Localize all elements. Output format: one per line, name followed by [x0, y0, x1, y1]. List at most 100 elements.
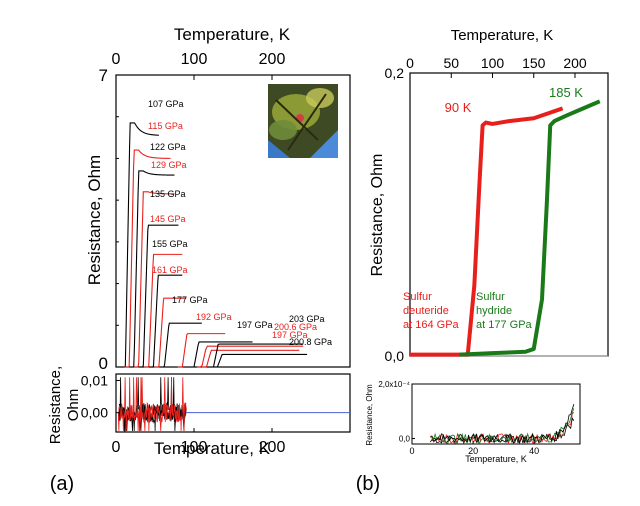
- a-pressure-label: 203 GPa: [289, 314, 325, 324]
- panel-b-main-chart: Temperature, K 0 50 100 150 200 0,0 0,2 Resis…: [369, 27, 609, 364]
- a-curve-129-GPa: [133, 191, 175, 368]
- panel-b-curves: [410, 99, 601, 357]
- a-noise-trace: [117, 377, 187, 432]
- panel-a-noise-ylabel-2: Ohm: [65, 389, 82, 422]
- a-curve-161-GPa: [154, 297, 187, 368]
- b-top-tick-label: 200: [563, 55, 587, 71]
- panel-a-y-ticks: 07: [99, 66, 121, 373]
- a-pressure-label: 115 GPa: [148, 121, 183, 131]
- a-pressure-label: 129 GPa: [151, 160, 187, 170]
- legend-green-line-3: at 177 GPa: [476, 319, 533, 331]
- a-curve-200-8-GPa: [212, 353, 308, 368]
- panel-b-noise-ticks: 0,0 2,0x10⁻⁴ 0 20 40: [378, 380, 539, 456]
- panel-b-noise-xlabel: Temperature, K: [465, 454, 527, 464]
- annotation-90k: 90 K: [445, 100, 472, 115]
- panel-b-y-ticks: 0,0 0,2: [385, 65, 415, 364]
- b-noise-trace: [429, 404, 575, 445]
- b-top-tick-label: 150: [522, 55, 546, 71]
- a-y-tick-label: 0: [99, 354, 108, 373]
- panel-a-noise-traces: [117, 377, 187, 432]
- a-top-tick-label: 200: [259, 51, 286, 68]
- b-top-tick-label: 0: [406, 55, 414, 71]
- panel-b-top-xlabel: Temperature, K: [451, 27, 554, 44]
- b-noise-x-tick-label: 40: [529, 446, 539, 456]
- a-pressure-label: 197 GPa: [237, 320, 273, 330]
- a-noise-x-tick-label: 100: [181, 439, 208, 456]
- b-curve-hydride: [459, 99, 601, 357]
- a-pressure-label: 200.8 GPa: [289, 337, 332, 347]
- legend-red-line-2: deuteride: [403, 305, 449, 317]
- a-pressure-label: 145 GPa: [150, 214, 186, 224]
- panel-a-noise-xlabel: Temperature, K: [154, 439, 271, 458]
- a-curve-197-GPa: [201, 349, 300, 368]
- legend-sulfur-hydride: Sulfur hydride at 177 GPa: [476, 291, 533, 331]
- b-y-tick-label: 0,0: [385, 348, 405, 364]
- b-noise-y-tick-label: 2,0x10⁻⁴: [378, 380, 410, 389]
- panel-a-top-ticks: 0 100 200: [112, 51, 286, 80]
- panel-a-main-chart: Temperature, K 0 100 200 07 Resistance, Oh…: [85, 25, 351, 373]
- a-pressure-label: 200.6 GPa: [274, 322, 317, 332]
- a-noise-trace: [117, 377, 187, 432]
- a-pressure-label: 197 GPa: [272, 330, 308, 340]
- b-top-tick-label: 100: [481, 55, 505, 71]
- a-pressure-label: 161 GPa: [152, 265, 188, 275]
- a-noise-trace: [117, 377, 187, 432]
- sample-photo: [268, 84, 338, 158]
- b-noise-trace: [430, 408, 575, 445]
- panel-a-noise-ylabel-1: Resistance,: [47, 366, 64, 444]
- panel-b-noise-traces: [429, 404, 575, 445]
- a-pressure-label: 135 GPa: [150, 189, 186, 199]
- a-curve-107-GPa: [120, 122, 159, 368]
- a-pressure-label: 177 GPa: [172, 295, 208, 305]
- panel-a-noise-chart: 0,00 0,01 0 100 200 Resistance, Ohm Temperat…: [47, 366, 351, 458]
- legend-red-line-1: Sulfur: [403, 291, 432, 303]
- panel-a-label: (a): [50, 473, 74, 495]
- a-noise-x-tick-label: 0: [112, 439, 121, 456]
- panel-b-noise-frame: [411, 383, 581, 445]
- a-top-tick-label: 0: [112, 51, 121, 68]
- a-curve-203-GPa: [208, 343, 304, 368]
- panel-b-ylabel: Resistance, Ohm: [369, 154, 386, 277]
- panel-b-label: (b): [356, 473, 380, 495]
- a-curve-197-GPa: [189, 341, 253, 368]
- a-pressure-label: 192 GPa: [196, 312, 232, 322]
- a-noise-x-tick-label: 200: [259, 439, 286, 456]
- a-pressure-label: 107 GPa: [148, 99, 184, 109]
- a-curve-177-GPa: [159, 322, 202, 368]
- a-curve-145-GPa: [144, 253, 183, 368]
- panel-b-noise-chart: 0,0 2,0x10⁻⁴ 0 20 40 Resistance, Ohm Tempera…: [365, 380, 581, 464]
- b-noise-y-tick-label: 0,0: [399, 435, 411, 444]
- a-curve-200-6-GPa: [197, 345, 304, 368]
- panel-a-top-xlabel: Temperature, K: [174, 25, 291, 44]
- a-curve-122-GPa: [129, 170, 175, 368]
- a-curve-115-GPa: [124, 149, 171, 368]
- panel-a-ylabel: Resistance, Ohm: [85, 155, 104, 285]
- b-y-tick-label: 0,2: [385, 65, 405, 81]
- a-pressure-label: 122 GPa: [150, 142, 186, 152]
- legend-red-line-3: at 164 GPa: [403, 319, 460, 331]
- panel-b-top-ticks: 0 50 100 150 200: [406, 55, 587, 78]
- legend-green-line-1: Sulfur: [476, 291, 505, 303]
- legend-sulfur-deuteride: Sulfur deuteride at 164 GPa: [403, 291, 460, 331]
- a-curve-155-GPa: [148, 274, 183, 368]
- a-noise-trace: [117, 377, 187, 432]
- a-top-tick-label: 100: [181, 51, 208, 68]
- a-y-tick-label: 7: [99, 66, 108, 85]
- panel-a-curves: [120, 122, 308, 368]
- panel-a-noise-ticks: 0,00 0,01 0 100 200: [81, 372, 286, 456]
- legend-green-line-2: hydride: [476, 305, 512, 317]
- a-noise-y-tick-label: 0,01: [81, 372, 108, 388]
- b-top-tick-label: 50: [443, 55, 459, 71]
- panel-b-noise-ylabel: Resistance, Ohm: [365, 384, 374, 446]
- panel-a-plot-frame: [115, 74, 351, 368]
- a-curve-135-GPa: [138, 224, 179, 368]
- a-noise-y-tick-label: 0,00: [81, 405, 108, 421]
- annotation-185k: 185 K: [549, 85, 583, 100]
- a-pressure-label: 155 GPa: [152, 239, 188, 249]
- b-noise-x-tick-label: 20: [468, 446, 478, 456]
- panel-a-pressure-labels: 107 GPa 115 GPa 122 GPa 129 GPa 135 GPa 145 G…: [148, 99, 332, 347]
- panel-a-noise-frame: [115, 373, 351, 433]
- b-noise-trace: [430, 417, 575, 445]
- a-curve-192-GPa: [177, 333, 226, 368]
